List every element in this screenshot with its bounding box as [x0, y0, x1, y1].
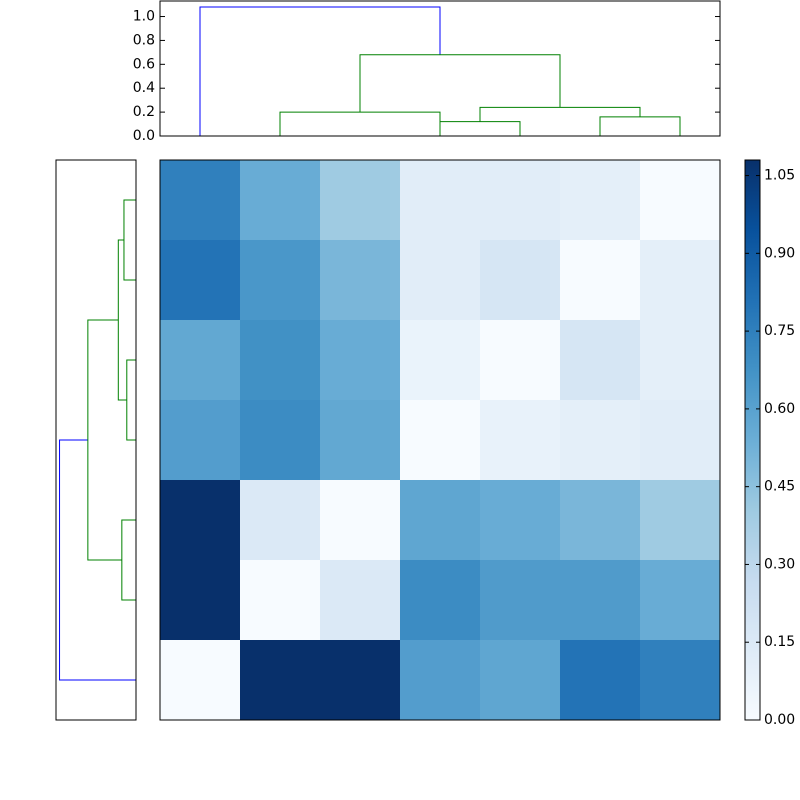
heatmap-cell [240, 160, 321, 241]
axes-frame [159, 0, 721, 137]
heatmap-cell [320, 480, 401, 561]
heatmap-cell [160, 160, 241, 241]
heatmap-cell [480, 640, 561, 721]
dendrogram-link [359, 54, 561, 113]
heatmap-cell [640, 400, 721, 481]
dendrogram-link [279, 111, 441, 136]
heatmap-cell [400, 480, 481, 561]
heatmap-cell [560, 480, 641, 561]
y-tick-label: 0.8 [133, 32, 155, 48]
colorbar [745, 160, 760, 720]
heatmap-cell [400, 320, 481, 401]
heatmap-cell [560, 640, 641, 721]
heatmap-cell [320, 400, 401, 481]
heatmap-cell [400, 400, 481, 481]
heatmap-cell [480, 400, 561, 481]
heatmap-cell [640, 480, 721, 561]
heatmap-cell [480, 240, 561, 321]
heatmap-cell [640, 160, 721, 241]
heatmap-cell [400, 640, 481, 721]
heatmap-cell [160, 240, 241, 321]
dendrogram-link [199, 6, 441, 136]
heatmap-cell [240, 560, 321, 641]
heatmap-cell [560, 240, 641, 321]
colorbar-frame [744, 159, 761, 721]
dendrogram-link [117, 239, 127, 401]
heatmap-cell [160, 320, 241, 401]
heatmap-cell [640, 640, 721, 721]
dendrogram-link [439, 121, 521, 136]
colorbar-tick-label: 0.15 [764, 634, 795, 650]
heatmap-cell [240, 480, 321, 561]
plots: 0.0 0.2 0.4 0.6 0.8 1.0 0.00 0.15 0.30 0.45 0.60 0.… [55, 0, 795, 728]
axes-frame [55, 159, 137, 721]
dendrogram-link [121, 519, 136, 601]
heatmap-cell [240, 400, 321, 481]
dendrogram-link [87, 319, 122, 561]
y-tick-label: 1.0 [133, 9, 155, 25]
heatmap-cell [400, 160, 481, 241]
heatmap-cell [240, 320, 321, 401]
colorbar-tick-label: 0.00 [764, 712, 795, 728]
heatmap-cell [240, 240, 321, 321]
axes-frame [159, 159, 721, 721]
heatmap-cell [480, 320, 561, 401]
heatmap-cell [480, 160, 561, 241]
colorbar-tick-label: 0.90 [764, 245, 795, 261]
heatmap-cell [320, 320, 401, 401]
y-tick-label: 0.0 [133, 128, 155, 144]
heatmap-cell [560, 320, 641, 401]
heatmap-cell [320, 160, 401, 241]
dendrogram-link [126, 359, 136, 441]
heatmap-cell [400, 560, 481, 641]
heatmap-cell [240, 640, 321, 721]
heatmap-cell [560, 560, 641, 641]
y-tick-label: 0.6 [133, 56, 155, 72]
colorbar-tick-label: 0.75 [764, 323, 795, 339]
heatmap-cell [480, 480, 561, 561]
heatmap-cell [160, 480, 241, 561]
heatmap-cell [320, 560, 401, 641]
colorbar-tick-label: 1.05 [764, 168, 795, 184]
heatmap-cell [160, 560, 241, 641]
dendrogram-link [123, 199, 136, 281]
colorbar-tick-label: 0.30 [764, 556, 795, 572]
dendrogram-link [479, 106, 641, 122]
dendrogram-link [59, 439, 136, 681]
heatmap-cell [640, 560, 721, 641]
heatmap-cell [640, 240, 721, 321]
heatmap-cell [160, 400, 241, 481]
heatmap-cell [400, 240, 481, 321]
dendrogram-link [599, 116, 681, 136]
y-tick-label: 0.4 [133, 80, 155, 96]
heatmap-cell [320, 640, 401, 721]
heatmap-cell [560, 400, 641, 481]
heatmap-cell [320, 240, 401, 321]
heatmap-cell [160, 640, 241, 721]
heatmap-cell [560, 160, 641, 241]
colorbar-tick-label: 0.45 [764, 479, 795, 495]
colorbar-tick-label: 0.60 [764, 401, 795, 417]
heatmap-cell [640, 320, 721, 401]
y-tick-label: 0.2 [133, 104, 155, 120]
heatmap-cell [480, 560, 561, 641]
